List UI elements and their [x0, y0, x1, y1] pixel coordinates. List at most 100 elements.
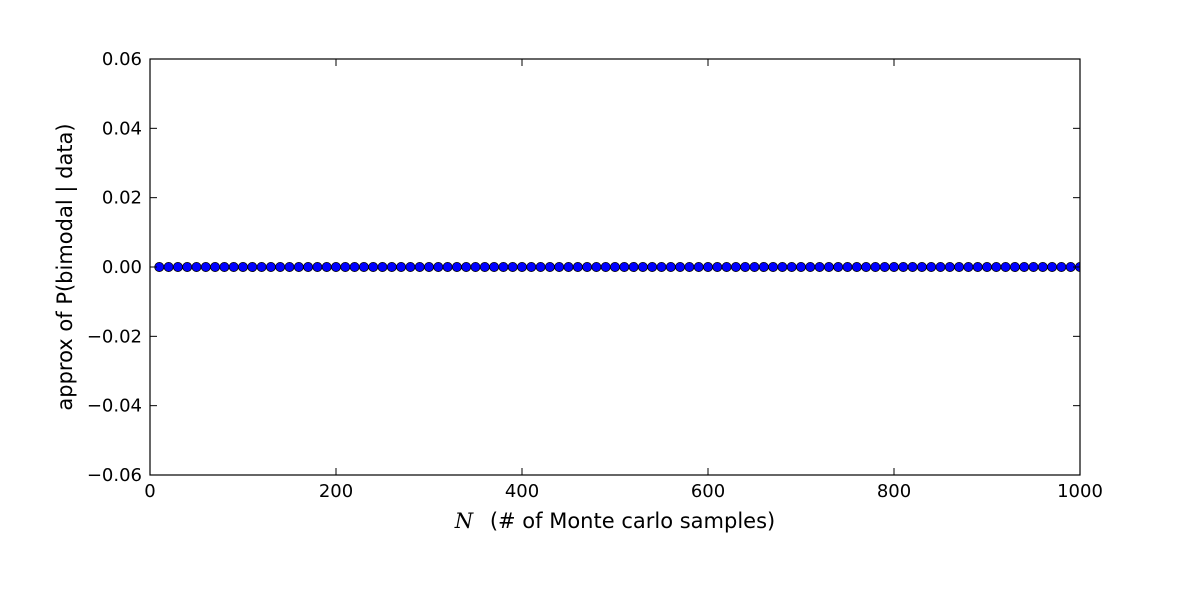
data-point: [786, 261, 797, 272]
data-point: [823, 261, 834, 272]
data-point: [377, 261, 388, 272]
data-point: [544, 261, 555, 272]
data-point: [656, 261, 667, 272]
data-point: [916, 261, 927, 272]
data-point: [498, 261, 509, 272]
data-point: [749, 261, 760, 272]
y-tick-label: −0.04: [87, 396, 142, 417]
data-point: [572, 261, 583, 272]
x-axis-label: N (# of Monte carlo samples): [454, 509, 775, 533]
data-point: [963, 261, 974, 272]
data-point: [591, 261, 602, 272]
data-point: [358, 261, 369, 272]
data-point: [461, 261, 472, 272]
data-point: [730, 261, 741, 272]
data-point: [479, 261, 490, 272]
data-point: [740, 261, 751, 272]
data-point: [954, 261, 965, 272]
data-point: [535, 261, 546, 272]
data-point: [805, 261, 816, 272]
data-point: [1028, 261, 1039, 272]
data-point: [303, 261, 314, 272]
data-point: [582, 261, 593, 272]
data-point: [600, 261, 611, 272]
data-point: [423, 261, 434, 272]
data-point: [935, 261, 946, 272]
data-point: [405, 261, 416, 272]
data-point: [489, 261, 500, 272]
y-axis-label: approx of P(bimodal | data): [53, 123, 78, 410]
data-points: [154, 261, 1080, 272]
y-tick-label: −0.06: [87, 465, 142, 486]
data-point: [219, 261, 230, 272]
x-tick-label: 0: [144, 481, 155, 502]
data-point: [926, 261, 937, 272]
data-point: [293, 261, 304, 272]
x-tick-label: 600: [691, 481, 725, 502]
data-point: [228, 261, 239, 272]
data-point: [777, 261, 788, 272]
data-point: [247, 261, 258, 272]
data-point: [451, 261, 462, 272]
data-point: [284, 261, 295, 272]
data-point: [637, 261, 648, 272]
data-point: [758, 261, 769, 272]
data-point: [833, 261, 844, 272]
data-point: [210, 261, 221, 272]
data-point: [721, 261, 732, 272]
data-point: [237, 261, 248, 272]
data-point: [982, 261, 993, 272]
data-point: [684, 261, 695, 272]
y-tick-label: 0.00: [102, 257, 142, 278]
data-point: [693, 261, 704, 272]
y-tick-label: 0.06: [102, 49, 142, 70]
data-point: [610, 261, 621, 272]
x-tick-label: 1000: [1057, 481, 1103, 502]
data-point: [796, 261, 807, 272]
data-point: [1037, 261, 1048, 272]
data-point: [628, 261, 639, 272]
data-point: [861, 261, 872, 272]
data-point: [889, 261, 900, 272]
data-point: [1019, 261, 1030, 272]
x-tick-label: 800: [877, 481, 911, 502]
data-point: [368, 261, 379, 272]
data-point: [526, 261, 537, 272]
data-point: [265, 261, 276, 272]
data-point: [172, 261, 183, 272]
x-tick-label: 200: [319, 481, 353, 502]
data-point: [191, 261, 202, 272]
data-point: [182, 261, 193, 272]
data-point: [712, 261, 723, 272]
y-tick-labels: 0.06 0.04 0.02 0.00 −0.02 −0.04 −0.06: [87, 49, 142, 486]
data-point: [842, 261, 853, 272]
data-point: [330, 261, 341, 272]
data-point: [944, 261, 955, 272]
data-point: [879, 261, 890, 272]
data-point: [907, 261, 918, 272]
data-point: [554, 261, 565, 272]
data-point: [321, 261, 332, 272]
data-point: [414, 261, 425, 272]
data-point: [275, 261, 286, 272]
x-axis-label-variable: N: [454, 509, 474, 533]
data-point: [870, 261, 881, 272]
y-tick-label: 0.02: [102, 188, 142, 209]
data-point: [675, 261, 686, 272]
data-point: [1000, 261, 1011, 272]
data-point: [991, 261, 1002, 272]
data-point: [386, 261, 397, 272]
data-point: [442, 261, 453, 272]
x-axis-label-text: (# of Monte carlo samples): [490, 509, 775, 533]
y-tick-label: 0.04: [102, 118, 142, 139]
data-point: [972, 261, 983, 272]
data-point: [470, 261, 481, 272]
data-point: [200, 261, 211, 272]
data-point: [256, 261, 267, 272]
x-tick-label: 400: [505, 481, 539, 502]
data-point: [703, 261, 714, 272]
data-point: [665, 261, 676, 272]
data-point: [563, 261, 574, 272]
data-point: [349, 261, 360, 272]
